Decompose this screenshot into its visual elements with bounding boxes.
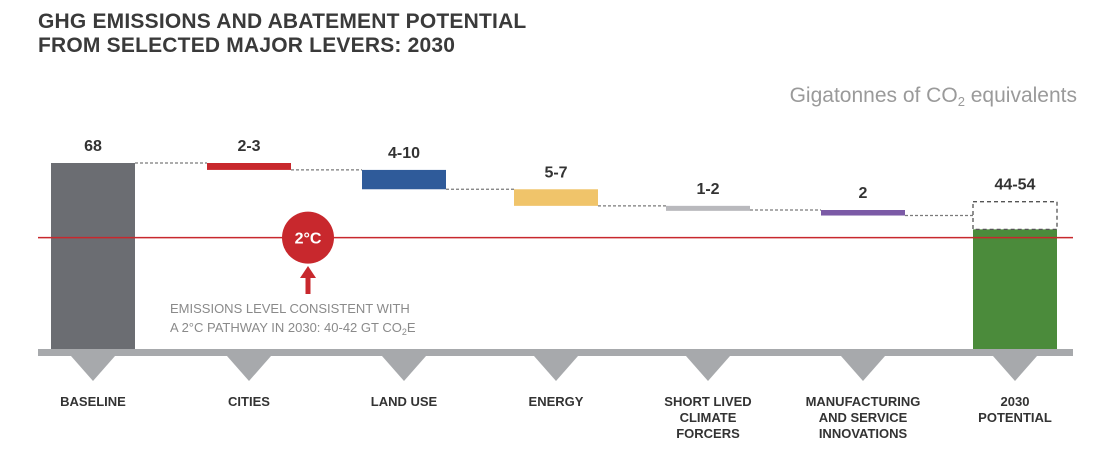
chart-title-line-2: FROM SELECTED MAJOR LEVERS: 2030 — [38, 34, 456, 57]
axis-pointer-3 — [382, 356, 426, 381]
unit-label-subscript: 2 — [957, 94, 965, 109]
unit-label: Gigatonnes of CO2 equivalents — [790, 84, 1077, 109]
category-label-2030-potential: 2030 POTENTIAL — [978, 394, 1052, 425]
threshold-badge-label: 2°C — [295, 231, 322, 248]
bar-baseline — [51, 163, 135, 351]
category-label-land-use: LAND USE — [371, 394, 438, 409]
bar-2030-potential — [973, 229, 1057, 351]
unit-label-pre: Gigatonnes of CO — [789, 84, 958, 107]
axis-pointer-4 — [534, 356, 578, 381]
value-label-energy: 5-7 — [544, 164, 567, 181]
chart-title: GHG EMISSIONS AND ABATEMENT POTENTIAL FR… — [38, 10, 526, 58]
value-label-baseline: 68 — [84, 138, 102, 155]
category-label-cities: CITIES — [228, 394, 270, 409]
chart-title-line-1: GHG EMISSIONS AND ABATEMENT POTENTIAL — [38, 10, 527, 33]
axis-pointer-7 — [993, 356, 1037, 381]
axis-pointer-2 — [227, 356, 271, 381]
threshold-note-line-2: A 2°C PATHWAY IN 2030: 40-42 GT CO2E — [170, 320, 416, 337]
axis-pointer-5 — [686, 356, 730, 381]
value-label-land-use: 4-10 — [388, 145, 420, 162]
threshold-note-line-1: EMISSIONS LEVEL CONSISTENT WITH — [170, 301, 410, 316]
bar-land-use — [362, 169, 446, 190]
value-label-2030-potential: 44-54 — [995, 177, 1036, 194]
category-label-baseline: BASELINE — [60, 394, 126, 409]
axis-pointer-6 — [841, 356, 885, 381]
value-label-manufacturing-and-service-innovations: 2 — [859, 185, 868, 202]
axis-pointer-1 — [71, 356, 115, 381]
bar-manufacturing-and-service-innovations — [821, 210, 905, 216]
value-label-cities: 2-3 — [237, 138, 260, 155]
bar-energy — [514, 189, 598, 206]
value-label-short-lived-climate-forcers: 1-2 — [696, 181, 719, 198]
bar-short-lived-climate-forcers — [666, 205, 750, 211]
threshold-badge-circle — [282, 211, 334, 264]
threshold-arrow-head — [300, 266, 316, 278]
baseline-axis — [38, 349, 1073, 356]
category-label-short-lived-climate-forcers: SHORT LIVED CLIMATE FORCERS — [664, 394, 751, 441]
unit-label-post: equivalents — [964, 84, 1077, 107]
range-box-2030-potential — [972, 201, 1058, 231]
bar-cities — [207, 163, 291, 170]
threshold-arrow-shaft — [305, 276, 311, 294]
category-label-manufacturing-and-service-innovations: MANUFACTURING AND SERVICE INNOVATIONS — [806, 394, 921, 441]
category-label-energy: ENERGY — [529, 394, 584, 409]
